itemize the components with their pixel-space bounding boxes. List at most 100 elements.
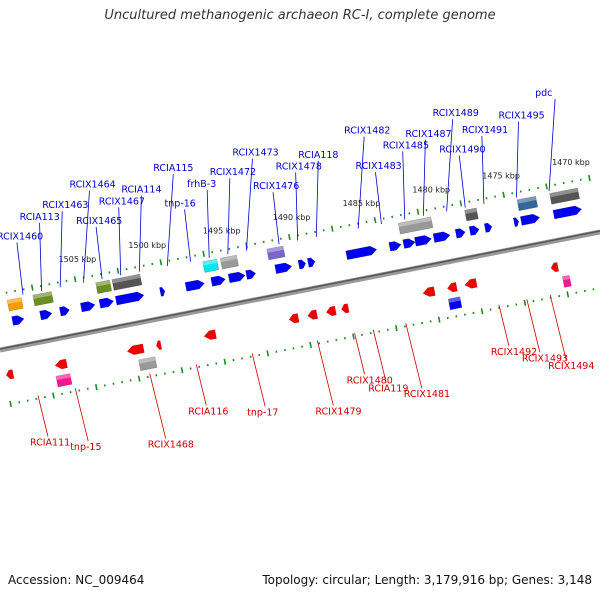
- gene-label: RCIX1495: [498, 110, 544, 121]
- label-leader: [375, 171, 382, 225]
- gene-arrow: [432, 231, 451, 243]
- gene-label: frhB-3: [187, 179, 216, 190]
- gene-label: RCIX1463: [42, 200, 88, 211]
- label-leader: [74, 388, 89, 442]
- genome-backbone: [0, 229, 600, 353]
- ruler-label: 1470 kbp: [552, 158, 590, 167]
- gene-box: [111, 273, 143, 291]
- label-leader: [498, 304, 510, 346]
- gene-box: [266, 245, 286, 261]
- scale-tick: [437, 316, 441, 323]
- topology-label: Topology: circular; Length: 3,179,916 bp…: [262, 573, 592, 587]
- gene-label: RCIX1464: [69, 180, 115, 191]
- gene-label: RCIA118: [298, 150, 338, 161]
- scale-tick: [30, 284, 34, 291]
- gene-arrow: [11, 315, 25, 326]
- label-leader: [405, 323, 423, 389]
- gene-label: RCIX1465: [76, 216, 122, 227]
- scale-tick: [373, 217, 377, 224]
- gene-arrow: [98, 297, 115, 309]
- label-leader: [39, 222, 42, 291]
- ruler-label: 1480 kbp: [412, 185, 450, 194]
- gene-box: [138, 356, 158, 372]
- scale-tick: [9, 400, 12, 408]
- gene-box: [55, 373, 73, 388]
- gene-arrow: [114, 291, 145, 306]
- gene-label: RCIX1468: [148, 440, 194, 451]
- label-leader: [138, 195, 142, 272]
- ruler-label: 1495 kbp: [203, 227, 241, 236]
- gene-label: RCIX1482: [344, 126, 390, 137]
- gene-label: RCIX1493: [522, 353, 568, 364]
- gene-arrow: [297, 259, 307, 270]
- gene-label: RCIX1479: [315, 407, 361, 418]
- gene-label: RCIX1494: [548, 361, 594, 372]
- gene-box: [464, 207, 479, 222]
- accession-label: Accession: NC_009464: [8, 573, 145, 587]
- gene-label: RCIA115: [153, 163, 193, 174]
- gene-label: RCIX1478: [276, 162, 322, 173]
- gene-arrow: [79, 301, 96, 313]
- gene-label: RCIX1472: [210, 167, 256, 178]
- gene-box: [549, 187, 580, 205]
- gene-arrow: [454, 228, 466, 239]
- label-leader: [526, 299, 541, 353]
- gene-arrow: [245, 269, 257, 280]
- label-leader: [272, 192, 280, 245]
- gene-arrow: [210, 275, 226, 287]
- gene-label: RCIX1492: [491, 347, 537, 358]
- gene-arrow: [341, 303, 350, 314]
- gene-box: [202, 258, 220, 273]
- label-leader: [548, 99, 556, 192]
- label-leader: [481, 135, 485, 204]
- scale-tick: [202, 250, 206, 257]
- label-leader: [59, 211, 63, 288]
- gene-arrow: [5, 369, 15, 380]
- scale-tick: [223, 358, 227, 365]
- gene-label: tnp-15: [70, 442, 101, 453]
- gene-box: [219, 254, 239, 270]
- gene-arrow: [483, 222, 493, 233]
- label-leader: [315, 160, 319, 237]
- scale-tick: [116, 267, 120, 274]
- genome-backbone-edge: [0, 230, 600, 350]
- scale-tick: [459, 200, 463, 207]
- gene-arrow: [402, 238, 416, 249]
- label-leader: [422, 139, 426, 216]
- scale-tick: [502, 191, 506, 198]
- gene-label: RCIA113: [20, 212, 60, 223]
- scale-tick: [523, 299, 527, 306]
- label-leader: [166, 174, 174, 267]
- label-leader: [95, 226, 103, 280]
- scale-tick: [137, 375, 141, 382]
- gene-arrow: [184, 279, 205, 292]
- label-leader: [402, 151, 406, 220]
- gene-label: tnp-16: [165, 199, 196, 210]
- gene-box: [447, 296, 463, 311]
- gene-label: RCIA114: [121, 185, 161, 196]
- ruler-label: 1490 kbp: [273, 213, 311, 222]
- label-leader: [184, 209, 191, 262]
- scale-tick: [180, 367, 184, 374]
- scale-tick: [480, 308, 484, 315]
- gene-label: tnp-17: [247, 407, 278, 418]
- gene-arrow: [414, 235, 432, 247]
- gene-label: RCIX1481: [404, 389, 450, 400]
- gene-label: pdc: [535, 88, 552, 99]
- scale-tick: [94, 384, 98, 391]
- scale-tick: [330, 225, 334, 232]
- gene-label: RCIX1476: [253, 181, 299, 192]
- label-leader: [195, 364, 207, 406]
- gene-arrow: [203, 329, 217, 340]
- gene-arrow: [519, 213, 541, 226]
- label-leader: [357, 136, 365, 229]
- gene-arrow: [59, 306, 70, 317]
- label-leader: [37, 395, 49, 437]
- ruler-label: 1485 kbp: [343, 199, 381, 208]
- gene-box: [397, 216, 434, 235]
- gene-box: [32, 291, 54, 307]
- gene-arrow: [274, 262, 293, 275]
- gene-arrow: [156, 340, 163, 350]
- gene-box: [95, 279, 113, 294]
